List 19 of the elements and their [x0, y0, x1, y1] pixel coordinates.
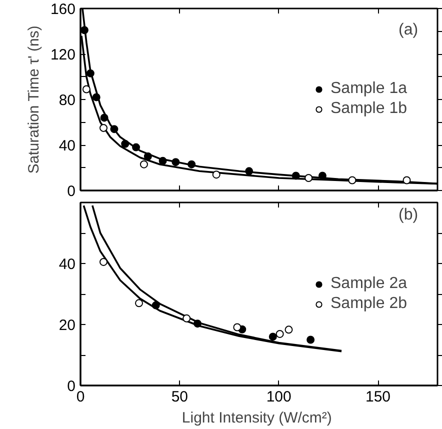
x-tick-label: 150: [365, 388, 391, 406]
legend-label: Sample 2b: [330, 294, 407, 312]
annotation: (b): [398, 206, 418, 224]
x-tick-label: 100: [266, 388, 292, 406]
legend-label: Sample 1a: [330, 80, 407, 98]
annotation: (a): [398, 22, 418, 38]
y-tick-label: 20: [58, 317, 76, 334]
y-tick-label: 40: [58, 138, 76, 154]
y-axis-title: Saturation Time τ' (ns): [25, 26, 42, 174]
y-tick-label: 0: [67, 183, 76, 200]
x-tick-label: 50: [171, 388, 188, 406]
x-axis-title: Light Intensity (W/cm²): [182, 410, 332, 426]
y-tick-label: 40: [58, 256, 76, 273]
legend-label: Sample 2a: [330, 274, 407, 292]
y-tick-label: 80: [58, 92, 76, 109]
y-tick-label: 120: [50, 46, 76, 64]
legend-label: Sample 1b: [330, 100, 407, 118]
y-tick-label: 0: [67, 378, 76, 395]
y-tick-label: 160: [50, 1, 76, 18]
